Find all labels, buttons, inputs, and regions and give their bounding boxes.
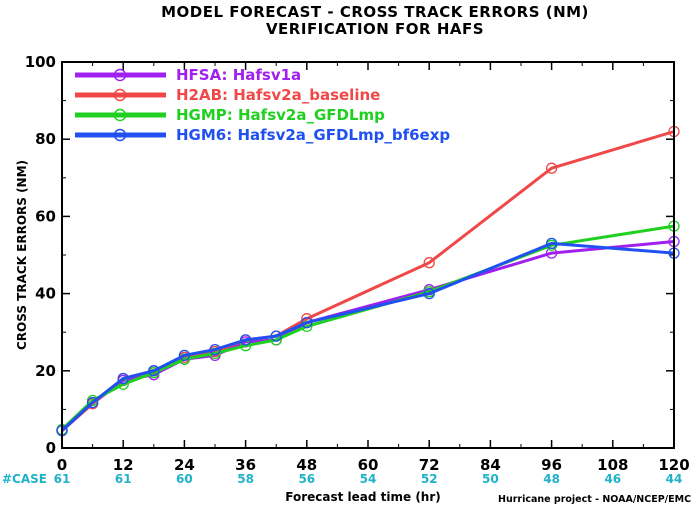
data-point <box>545 162 558 174</box>
series-layer <box>56 125 680 437</box>
y-tick-label: 80 <box>35 130 56 148</box>
data-point <box>545 237 558 250</box>
data-point <box>148 365 160 377</box>
ticks-layer: 0 12 24 36 48 60 72 84 96 108 120 0 20 40 60 80 100 <box>25 53 690 474</box>
legend: HFSA: Hafsv1a H2AB: Hafsv2a_baseline HGMP:… <box>75 66 450 144</box>
legend-marker <box>113 68 127 82</box>
data-point <box>178 349 191 362</box>
case-count: 58 <box>237 472 254 486</box>
case-counts: 61 61 60 58 56 54 52 50 48 46 44 <box>54 472 683 486</box>
y-tick-label: 0 <box>46 439 56 457</box>
case-count: 56 <box>298 472 315 486</box>
data-point <box>301 316 313 329</box>
legend-label: HGMP: Hafsv2a_GFDLmp <box>176 106 385 124</box>
legend-label: HFSA: Hafsv1a <box>176 66 301 84</box>
x-tick-label: 48 <box>296 456 317 474</box>
legend-marker <box>113 128 127 142</box>
y-tick-label: 20 <box>35 362 56 380</box>
data-point <box>239 334 252 346</box>
case-count: 61 <box>54 472 71 486</box>
case-count: 44 <box>666 472 683 486</box>
case-count: 46 <box>604 472 621 486</box>
y-tick-label: 100 <box>25 53 56 71</box>
case-count: 54 <box>360 472 377 486</box>
legend-marker <box>113 108 127 122</box>
case-label: #CASE <box>2 472 47 486</box>
legend-label: HGM6: Hafsv2a_GFDLmp_bf6exp <box>176 126 450 144</box>
case-count: 60 <box>176 472 193 486</box>
data-point <box>423 287 435 300</box>
series-line-2 <box>61 130 675 432</box>
x-tick-label: 108 <box>597 456 628 474</box>
x-tick-label: 24 <box>174 456 195 474</box>
x-tick-label: 72 <box>419 456 440 474</box>
series-line-4 <box>60 241 675 432</box>
data-point <box>86 396 99 409</box>
x-tick-label: 84 <box>480 456 501 474</box>
x-tick-label: 96 <box>541 456 562 474</box>
x-tick-label: 36 <box>235 456 256 474</box>
y-tick-label: 60 <box>35 207 56 225</box>
case-count: 48 <box>543 472 560 486</box>
case-count: 50 <box>482 472 499 486</box>
data-point <box>117 372 129 385</box>
data-point <box>270 330 282 342</box>
series-line-3 <box>60 224 675 431</box>
chart-subtitle: VERIFICATION FOR HAFS <box>266 20 484 38</box>
data-point <box>209 343 221 356</box>
legend-marker <box>113 88 127 102</box>
data-point <box>423 257 435 269</box>
series-line-1 <box>61 240 675 432</box>
legend-label: H2AB: Hafsv2a_baseline <box>176 86 380 104</box>
case-count: 61 <box>115 472 132 486</box>
x-tick-label: 60 <box>358 456 379 474</box>
y-axis-label: CROSS TRACK ERRORS (NM) <box>15 160 29 350</box>
x-axis-label: Forecast lead time (hr) <box>285 490 441 504</box>
y-tick-label: 40 <box>35 285 56 303</box>
x-tick-label: 0 <box>57 456 67 474</box>
x-tick-label: 12 <box>113 456 134 474</box>
chart-title: MODEL FORECAST - CROSS TRACK ERRORS (NM) <box>161 3 589 21</box>
case-count: 52 <box>421 472 438 486</box>
credit-text: Hurricane project - NOAA/NCEP/EMC <box>498 494 691 505</box>
x-tick-label: 120 <box>658 456 689 474</box>
